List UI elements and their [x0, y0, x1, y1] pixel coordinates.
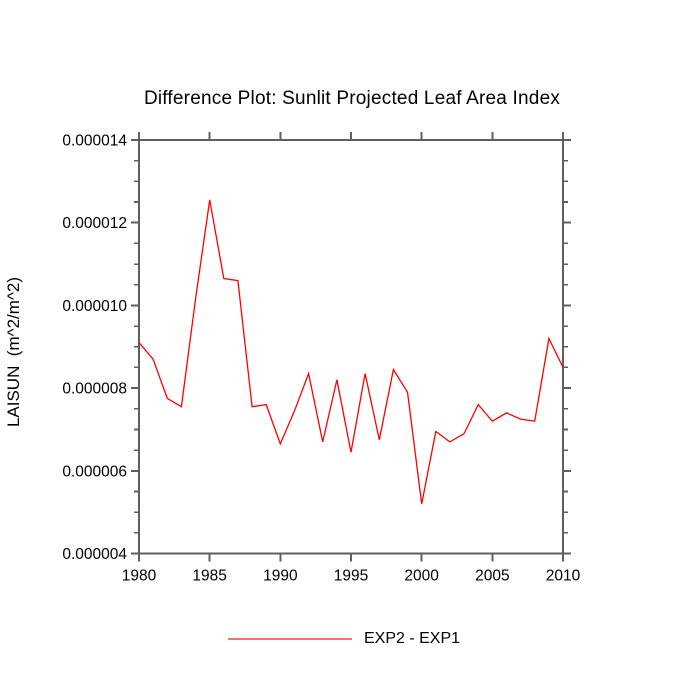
- x-tick-label: 2010: [546, 568, 581, 585]
- y-tick-label: 0.000008: [62, 381, 127, 398]
- y-tick-label: 0.000004: [62, 546, 127, 563]
- x-tick-label: 2000: [404, 568, 439, 585]
- legend: EXP2 - EXP1: [228, 630, 460, 648]
- y-tick-label: 0.000014: [62, 133, 127, 150]
- x-axis-ticks: 1980 1985 1990 1995 2000 2005 2010: [122, 132, 581, 585]
- x-tick-label: 1985: [192, 568, 226, 585]
- y-tick-label: 0.000006: [62, 463, 127, 480]
- y-axis-ticks: 0.000004 0.000006 0.000008 0.000010 0.000012…: [62, 133, 571, 563]
- legend-line-sample: [228, 638, 352, 640]
- series-line: [138, 199, 564, 505]
- y-tick-label: 0.000010: [62, 298, 127, 315]
- chart-title: Difference Plot: Sunlit Projected Leaf A…: [143, 88, 561, 109]
- legend-label: EXP2 - EXP1: [364, 630, 461, 647]
- y-tick-label: 0.000012: [62, 215, 127, 232]
- x-tick-label: 1980: [122, 568, 157, 585]
- x-tick-label: 1990: [263, 568, 298, 585]
- x-tick-label: 2005: [475, 568, 509, 585]
- plot-frame: [138, 139, 564, 555]
- x-tick-label: 1995: [334, 568, 368, 585]
